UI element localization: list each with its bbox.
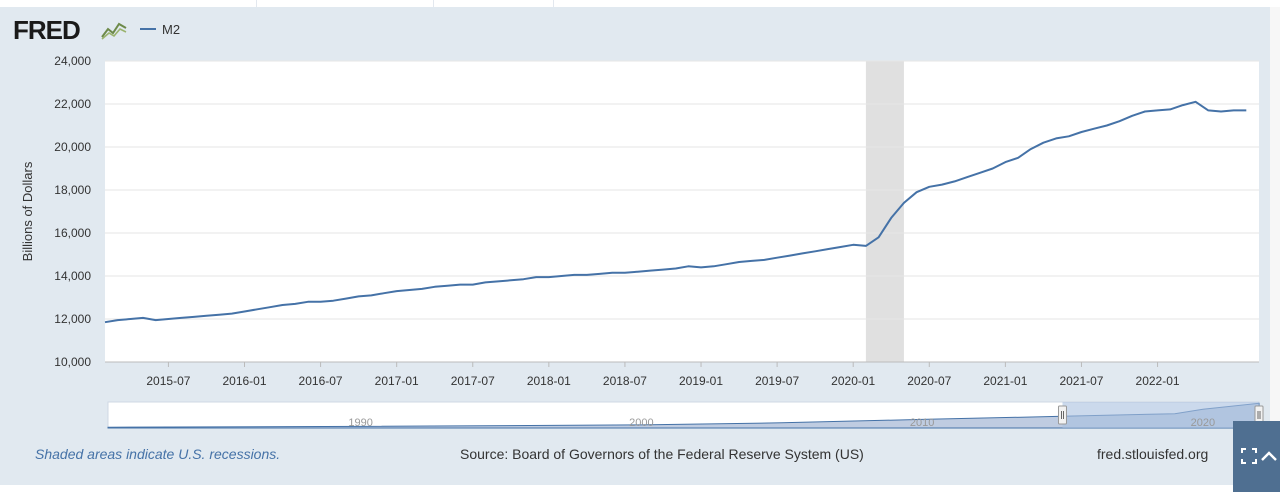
m2-chart: 10,000 12,000 14,000 16,000 18,000 20,000 22,0… [20,54,1264,429]
navigator-label: 2010 [910,417,934,429]
x-tick-label: 2020-07 [907,374,951,388]
navigator-selection [1062,402,1259,428]
expand-icon[interactable] [1241,448,1257,464]
x-tick-label: 2017-01 [375,374,419,388]
series-line-m2 [104,100,1247,324]
source-note: Source: Board of Governors of the Federa… [460,446,864,462]
x-tick-label: 2016-07 [299,374,343,388]
recession-band [865,61,904,362]
navigator-label: 1990 [348,417,372,429]
x-tick-label: 2019-07 [755,374,799,388]
x-tick-label: 2021-07 [1059,374,1103,388]
x-tick-label: 2018-07 [603,374,647,388]
y-tick-label: 20,000 [54,140,91,154]
x-tick-label: 2022-01 [1136,374,1180,388]
navigator-label: 2000 [629,417,653,429]
navigator-label: 2020 [1191,417,1215,429]
legend-swatch [140,28,156,30]
y-tick-label: 10,000 [54,355,91,369]
x-tick-label: 2017-07 [451,374,495,388]
navigator-handle-left[interactable] [1057,405,1067,425]
x-tick-label: 2021-01 [983,374,1027,388]
recession-note: Shaded areas indicate U.S. recessions. [35,446,281,462]
x-tick-label: 2016-01 [222,374,266,388]
x-tick-label: 2019-01 [679,374,723,388]
chart-legend[interactable]: M2 [140,18,180,40]
y-tick-label: 22,000 [54,97,91,111]
y-tick-label: 24,000 [54,54,91,68]
x-tick-label: 2018-01 [527,374,571,388]
y-axis-title: Billions of Dollars [20,161,35,261]
fred-graph-icon [101,22,127,40]
chevron-up-icon[interactable] [1260,450,1278,462]
x-tick-label: 2020-01 [831,374,875,388]
top-strip [0,0,1280,7]
range-navigator: 1990 2000 2010 2020 [107,401,1264,429]
page-edge [1270,7,1280,492]
fred-logo[interactable]: FRED [13,15,81,45]
legend-label: M2 [162,21,181,37]
plot-area [105,61,1259,362]
y-tick-label: 12,000 [54,312,91,326]
fullscreen-button[interactable] [1233,421,1280,492]
y-tick-label: 14,000 [54,269,91,283]
x-tick-label: 2015-07 [146,374,190,388]
y-tick-label: 16,000 [54,226,91,240]
y-tick-label: 18,000 [54,183,91,197]
site-link[interactable]: fred.stlouisfed.org [1097,446,1209,462]
